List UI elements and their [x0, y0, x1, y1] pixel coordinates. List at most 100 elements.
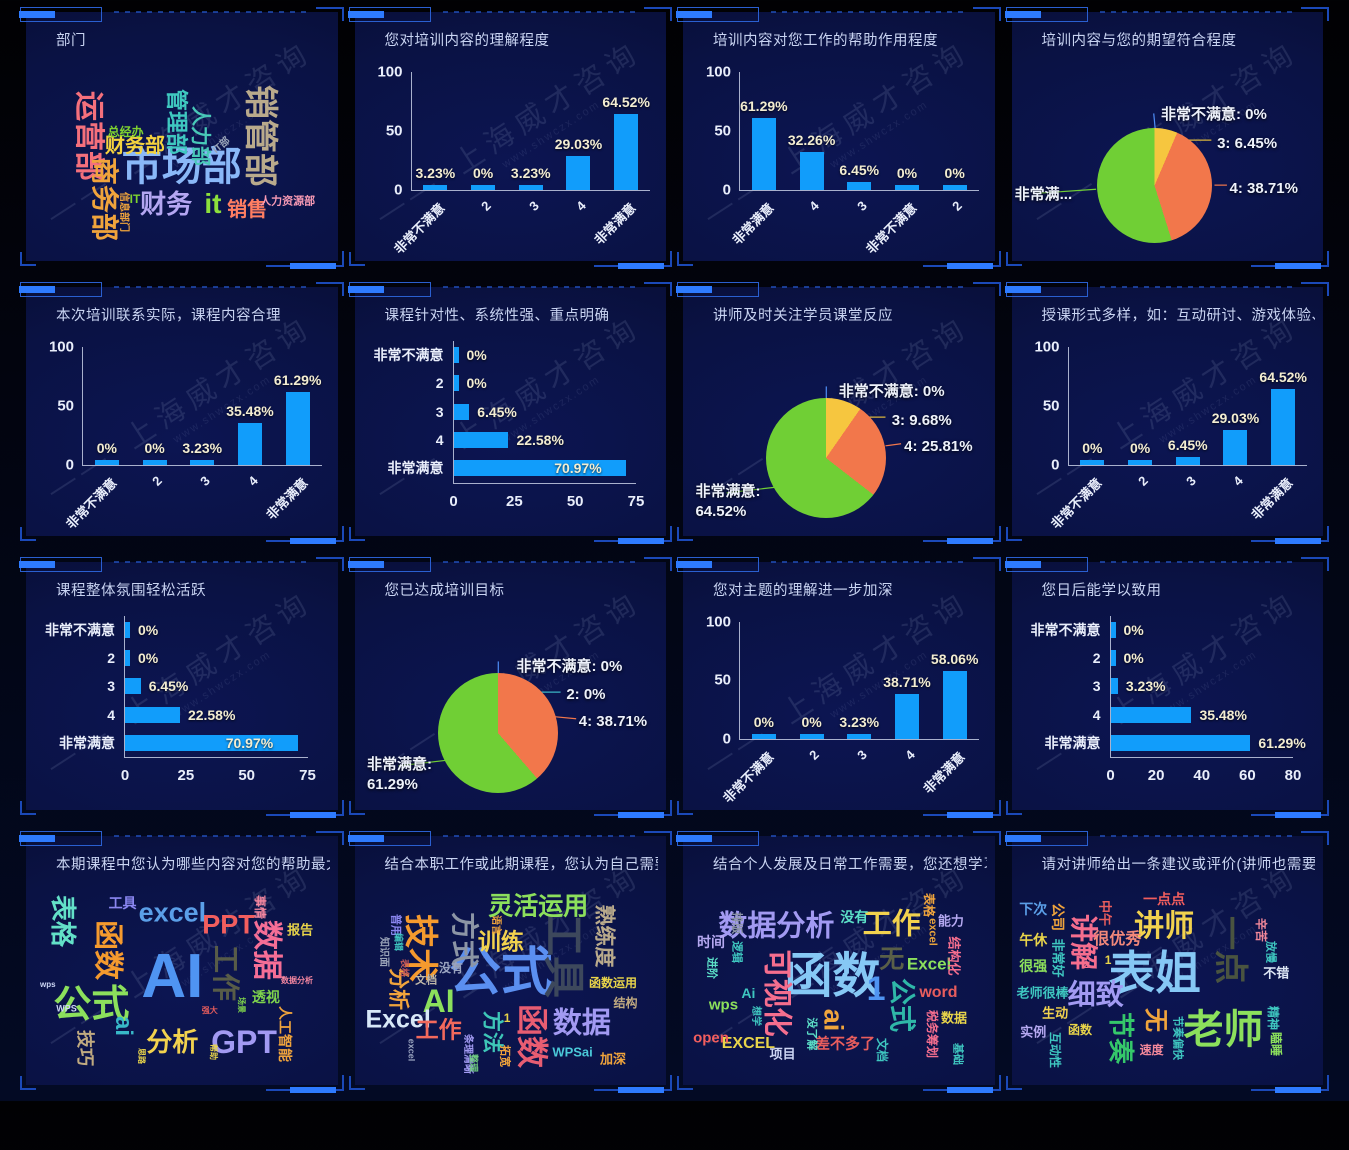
- panel-title: 结合本职工作或此期课程，您认为自己需要改进或加强的地方: [384, 857, 659, 874]
- bar-value-label: 0%: [801, 714, 822, 731]
- corner-tr-decoration: [972, 831, 1001, 846]
- bar-series: 61.29% 非常满意 32.26% 4 6.45% 3 0% 非常不满意 0% 2: [729, 72, 979, 255]
- corner-br-decoration: [922, 250, 1001, 269]
- corner-br-decoration: [922, 800, 1001, 819]
- x-axis-label: 4: [573, 197, 590, 214]
- category-label: 非常不满意: [373, 346, 444, 363]
- y-axis-tick-label: 100: [48, 338, 74, 356]
- bar-series: 0% 非常不满意 0% 2 6.45% 3 29.03% 4 64.52% 非常满意: [1049, 347, 1308, 530]
- panel-title: 培训内容与您的期望符合程度: [1041, 33, 1237, 49]
- bar-value-label: 3.23%: [182, 439, 223, 456]
- panel-atmosphere-hbar: 课程整体氛围轻松活跃 非常不满意 0% 2 0% 3 6.45% 4 22.58% 非常满意 70…: [19, 556, 344, 819]
- cloud-word: 场景: [236, 997, 246, 1014]
- bar: [1110, 735, 1251, 752]
- corner-bl-decoration: [20, 801, 36, 816]
- corner-br-decoration: [1251, 525, 1329, 544]
- corner-br-decoration: [265, 800, 344, 819]
- bar-row: 2 0%: [436, 375, 637, 392]
- x-axis-tick-label: 75: [627, 492, 645, 510]
- cloud-word: 无: [879, 945, 905, 974]
- bar-value-label: 38.71%: [883, 673, 931, 690]
- x-axis-label: 4: [901, 747, 918, 763]
- cloud-word: Excel: [906, 954, 952, 974]
- category-label: 4: [107, 706, 115, 723]
- corner-bl-decoration: [1005, 526, 1022, 541]
- cloud-word: 编辑: [393, 932, 404, 951]
- panel-title: 您已达成培训目标: [384, 582, 505, 599]
- y-axis-tick-label: 0: [722, 730, 731, 748]
- plot-area: 100 50 0 0% 非常不满意 0% 2 6.45% 3 29.03% 4 64.52% 非常满意: [1034, 338, 1308, 530]
- y-axis-tick-label: 0: [1051, 456, 1060, 473]
- cloud-word: 无: [1141, 1007, 1169, 1032]
- bar-value-label: 29.03%: [554, 135, 603, 152]
- y-axis-tick-label: 0: [394, 181, 403, 199]
- pie-label: 非常满...: [1014, 186, 1073, 204]
- cloud-word: excel: [138, 897, 207, 928]
- x-axis-tick-label: 60: [1239, 767, 1256, 785]
- corner-bl-decoration: [677, 1076, 693, 1090]
- bar-slot: 3.23% 非常不满意: [392, 72, 460, 255]
- chart-canvas: AI 公式 函数 表格 excel PPT 数据 工作 GPT 分析 工具 报告 事情 透视 人工智能 ai 技…: [26, 874, 338, 1079]
- panel-title: 授课形式多样，如：互动研讨、游戏体验、角色扮演: [1041, 307, 1316, 324]
- bar: [453, 375, 459, 392]
- cloud-word: it: [204, 187, 222, 219]
- cloud-word: 帮助: [208, 1044, 218, 1061]
- bar-track: 6.45%: [125, 678, 308, 695]
- cloud-word: 财务: [140, 188, 193, 219]
- corner-tr-decoration: [644, 556, 672, 571]
- corner-br-decoration: [265, 250, 344, 269]
- y-axis-tick-label: 100: [705, 63, 731, 81]
- x-axis-tick-label: 20: [1147, 767, 1165, 785]
- bar-slot: 3.23% 3: [835, 622, 883, 763]
- bar-value-label: 0%: [1082, 439, 1103, 456]
- bar-row: 3 3.23%: [1093, 678, 1294, 695]
- cloud-word: 很强: [1019, 958, 1048, 975]
- corner-tr-decoration: [1301, 831, 1329, 846]
- corner-tl-decoration: [19, 831, 102, 847]
- bar-value-label: 0%: [753, 714, 774, 731]
- bar-slot: 3.23% 3: [507, 72, 555, 214]
- corner-bl-decoration: [20, 251, 36, 266]
- x-axis-label: 非常满意: [1248, 474, 1296, 523]
- category-label: 4: [435, 431, 444, 448]
- corner-tl-decoration: [676, 7, 759, 22]
- x-axis-label: 4: [244, 472, 261, 489]
- cloud-word: 时间: [697, 933, 726, 950]
- pie-label: 非常满意: 61.29%: [366, 756, 432, 793]
- corner-bl-decoration: [677, 526, 693, 541]
- panel-work-help-bar: 培训内容对您工作的帮助作用程度 100 50 0 61.29% 非常满意 32.26% 4 6…: [676, 7, 1001, 269]
- cloud-word: 销售: [227, 198, 268, 221]
- pie-plot: 非常不满意: 0% 3: 6.45% 4: 38.71% 非常满...: [1012, 50, 1324, 255]
- bar-row: 4 22.58%: [436, 431, 637, 448]
- bar-track: 0%: [1110, 621, 1294, 638]
- plot-area: 100 50 0 0% 非常不满意 0% 2 3.23% 3 35.48% 4 61.29% 非常满意: [49, 338, 322, 530]
- bar-track: 61.29%: [1110, 735, 1306, 752]
- bar: [942, 184, 967, 190]
- corner-top-decoration: [771, 11, 969, 13]
- bar-value-label: 0%: [96, 439, 117, 456]
- cloud-word: 数据分析: [281, 975, 313, 985]
- corner-top-decoration: [114, 11, 312, 13]
- panel-title: 讲师及时关注学员课堂反应: [713, 307, 893, 324]
- panel-understanding-bar: 您对培训内容的理解程度 100 50 0 3.23% 非常不满意 0% 2 3.23% 3 29.…: [347, 7, 672, 269]
- chart-canvas: 100 50 0 3.23% 非常不满意 0% 2 3.23% 3 29.03% 4 64.52% 非常…: [355, 50, 667, 255]
- cloud-word: 可视化: [760, 949, 793, 1037]
- cloud-word: 1: [866, 969, 886, 1008]
- cloud-word: 非常好: [1050, 938, 1066, 978]
- cloud-word: 拓宽: [498, 1045, 511, 1068]
- cloud-word: 结构: [613, 996, 638, 1011]
- cloud-word: 2: [1083, 960, 1090, 972]
- corner-top-decoration: [771, 835, 969, 838]
- x-axis-tick-label: 25: [505, 492, 523, 510]
- x-axis-label: 4: [1230, 472, 1247, 489]
- corner-tr-decoration: [315, 831, 344, 846]
- corner-tr-decoration: [1301, 556, 1329, 571]
- x-axis-label: 3: [854, 747, 870, 763]
- chart-canvas: 非常不满意 0% 2 0% 3 3.23% 4 35.48% 非常满意 61.29% 0 20 40 60…: [1012, 600, 1324, 805]
- corner-tl-decoration: [347, 7, 431, 22]
- bar-value-label: 35.48%: [1199, 706, 1247, 723]
- cloud-word: 生动: [1042, 1005, 1069, 1021]
- bar: [423, 184, 448, 190]
- cloud-word: PPT: [202, 909, 255, 940]
- bar-value-label: 32.26%: [787, 131, 836, 148]
